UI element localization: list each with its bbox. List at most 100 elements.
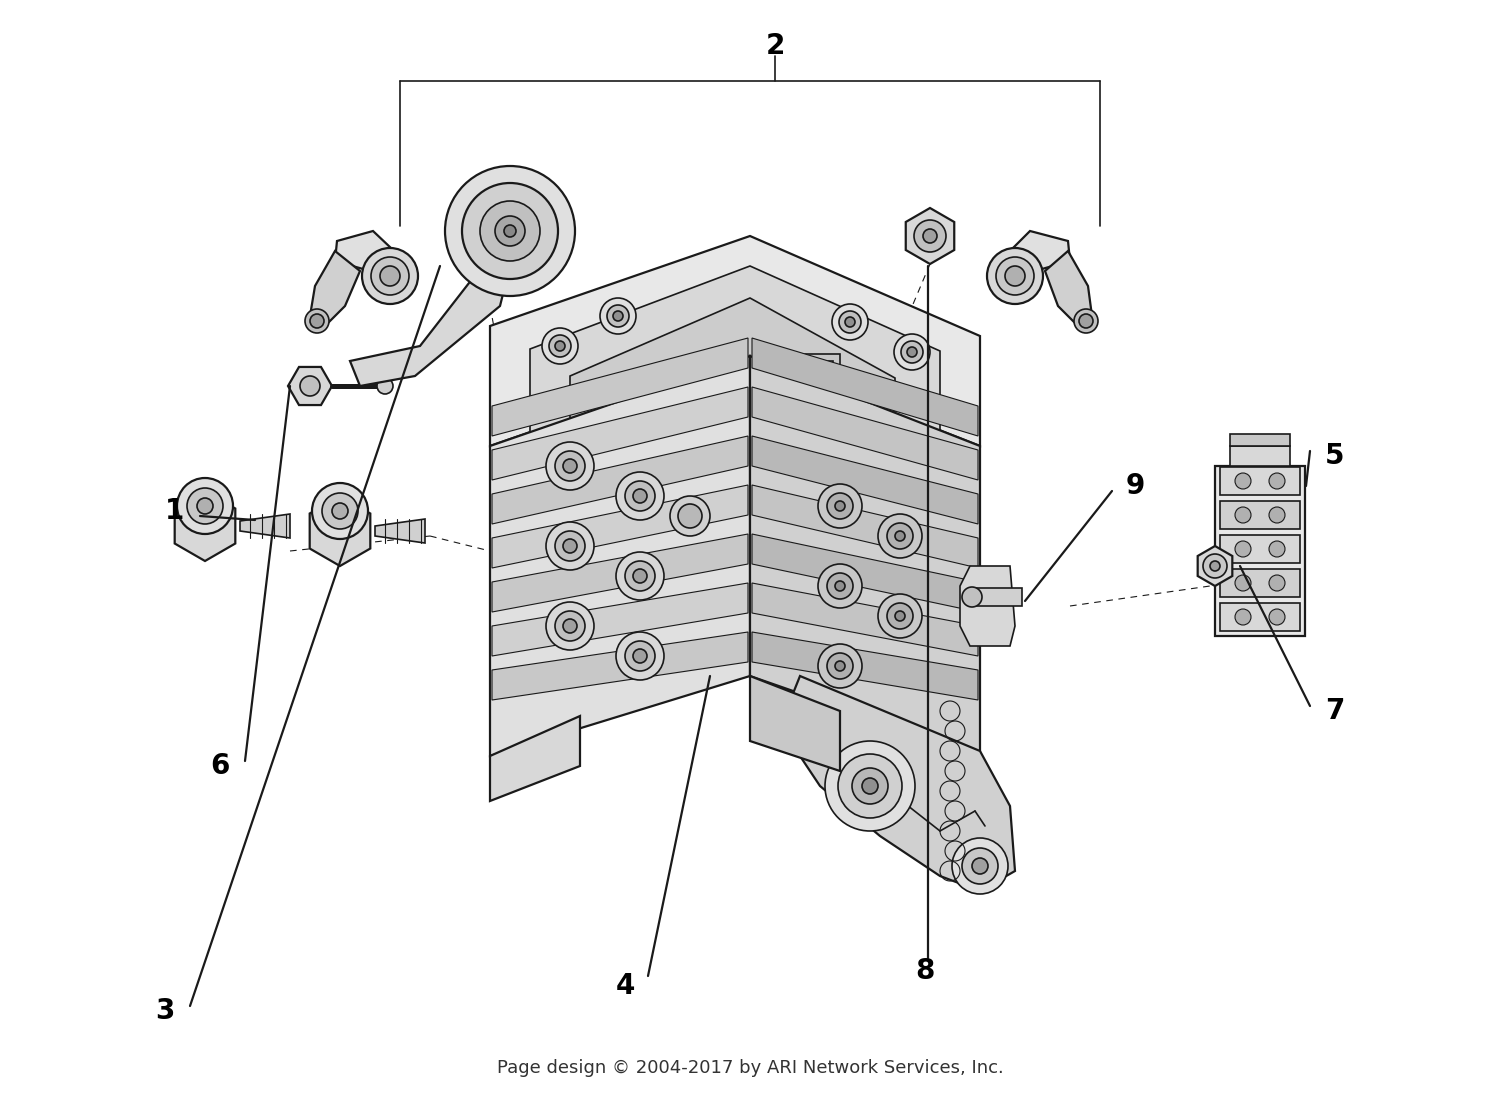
Circle shape	[310, 314, 324, 328]
Polygon shape	[752, 387, 978, 480]
Circle shape	[1078, 314, 1094, 328]
Circle shape	[312, 483, 368, 539]
Circle shape	[614, 311, 622, 321]
Polygon shape	[490, 236, 980, 446]
Text: ARI: ARI	[644, 512, 856, 619]
Circle shape	[839, 754, 902, 818]
Circle shape	[1203, 554, 1227, 578]
Bar	[1220, 568, 1300, 597]
Circle shape	[825, 741, 915, 831]
Circle shape	[633, 489, 646, 503]
Circle shape	[1074, 309, 1098, 333]
Circle shape	[633, 649, 646, 662]
Bar	[1230, 446, 1290, 466]
Circle shape	[922, 229, 938, 243]
Circle shape	[833, 304, 868, 340]
Circle shape	[542, 328, 578, 364]
Polygon shape	[1197, 546, 1233, 586]
Polygon shape	[309, 495, 370, 566]
Polygon shape	[310, 251, 360, 326]
Circle shape	[322, 493, 358, 529]
Bar	[1220, 603, 1300, 632]
Polygon shape	[530, 267, 940, 436]
Circle shape	[836, 501, 844, 511]
Bar	[1220, 467, 1300, 495]
Bar	[807, 361, 832, 379]
Polygon shape	[750, 676, 840, 771]
Polygon shape	[492, 583, 748, 656]
Circle shape	[626, 641, 656, 671]
Circle shape	[177, 478, 232, 534]
Circle shape	[894, 334, 930, 371]
Circle shape	[1234, 473, 1251, 489]
Circle shape	[1234, 507, 1251, 523]
Circle shape	[827, 573, 854, 599]
Polygon shape	[906, 208, 954, 264]
Polygon shape	[492, 534, 748, 612]
Circle shape	[504, 225, 516, 237]
Circle shape	[836, 661, 844, 671]
Circle shape	[462, 182, 558, 279]
Polygon shape	[752, 338, 978, 436]
Circle shape	[555, 611, 585, 641]
Circle shape	[332, 503, 348, 519]
Circle shape	[1210, 561, 1219, 571]
Polygon shape	[752, 632, 978, 700]
Circle shape	[896, 531, 904, 541]
Bar	[1215, 466, 1305, 636]
Circle shape	[818, 564, 862, 608]
Circle shape	[546, 522, 594, 570]
Circle shape	[886, 523, 914, 549]
Polygon shape	[960, 566, 1016, 646]
Bar	[844, 386, 865, 401]
Circle shape	[546, 442, 594, 490]
Circle shape	[902, 341, 922, 363]
Polygon shape	[334, 231, 410, 286]
Circle shape	[626, 481, 656, 511]
Polygon shape	[492, 632, 748, 700]
Circle shape	[480, 201, 540, 261]
Circle shape	[196, 498, 213, 514]
Circle shape	[446, 166, 574, 296]
Circle shape	[878, 594, 922, 638]
Polygon shape	[570, 298, 896, 428]
Text: 1: 1	[165, 497, 184, 525]
Circle shape	[626, 561, 656, 591]
Circle shape	[908, 347, 916, 357]
Circle shape	[962, 848, 998, 884]
Polygon shape	[1046, 251, 1092, 326]
Circle shape	[633, 568, 646, 583]
Polygon shape	[375, 519, 424, 543]
Polygon shape	[492, 486, 748, 568]
Circle shape	[839, 311, 861, 333]
Circle shape	[1269, 473, 1286, 489]
Circle shape	[827, 653, 854, 679]
Circle shape	[562, 619, 578, 633]
Circle shape	[862, 778, 877, 794]
Circle shape	[304, 309, 328, 333]
Bar	[972, 588, 1022, 606]
Circle shape	[818, 484, 862, 528]
Circle shape	[1269, 541, 1286, 557]
Circle shape	[616, 472, 664, 520]
Circle shape	[549, 335, 572, 357]
Circle shape	[1269, 609, 1286, 625]
Circle shape	[555, 341, 566, 351]
Text: 3: 3	[156, 997, 174, 1025]
Bar	[1220, 535, 1300, 563]
Circle shape	[555, 451, 585, 481]
Text: Page design © 2004-2017 by ARI Network Services, Inc.: Page design © 2004-2017 by ARI Network S…	[496, 1060, 1004, 1077]
Circle shape	[987, 248, 1042, 304]
Circle shape	[188, 488, 224, 524]
Polygon shape	[174, 491, 236, 561]
Circle shape	[996, 257, 1033, 295]
Circle shape	[914, 220, 946, 252]
Polygon shape	[994, 231, 1070, 286]
Polygon shape	[492, 436, 748, 524]
Circle shape	[1234, 609, 1251, 625]
Circle shape	[852, 768, 888, 804]
Circle shape	[616, 552, 664, 599]
Circle shape	[608, 305, 628, 327]
Bar	[1230, 434, 1290, 446]
Circle shape	[1269, 575, 1286, 591]
